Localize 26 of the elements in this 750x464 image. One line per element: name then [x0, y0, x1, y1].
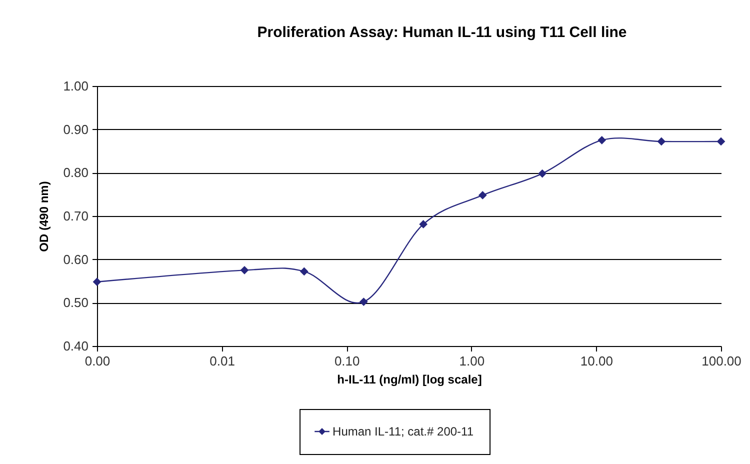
point — [359, 298, 368, 306]
point — [716, 137, 726, 146]
point — [300, 267, 308, 276]
point — [240, 266, 249, 274]
point — [538, 169, 546, 178]
chart-title: Proliferation Assay: Human IL-11 using T11 Cell line — [257, 24, 627, 41]
y-tick-label: 0.80 — [63, 165, 88, 180]
y-tick-label: 0.70 — [63, 208, 88, 224]
x-tick-label: 1.00 — [459, 354, 485, 368]
x-tick-label: 0.10 — [334, 354, 360, 368]
legend-label: Human IL-11; cat.# 200-11 — [332, 424, 474, 438]
point — [478, 191, 487, 200]
x-tick-label: 0.01 — [210, 354, 235, 368]
y-tick-label: 0.90 — [63, 122, 88, 137]
point — [657, 137, 666, 146]
y-tick-label: 1.00 — [63, 78, 88, 94]
y-tick-label: 0.60 — [63, 252, 88, 267]
y-axis-title: OD (490 nm) — [37, 181, 52, 252]
point — [419, 220, 428, 228]
x-tick-label: 100.00 — [702, 354, 742, 368]
x-tick-label: 0.00 — [84, 354, 110, 368]
y-tick-label: 0.50 — [63, 295, 88, 310]
x-axis-title: h-IL-11 (ng/ml) [log scale] — [337, 372, 482, 386]
x-tick-label: 10.00 — [580, 354, 613, 368]
y-tick-label: 0.40 — [63, 338, 88, 354]
point — [598, 136, 606, 144]
